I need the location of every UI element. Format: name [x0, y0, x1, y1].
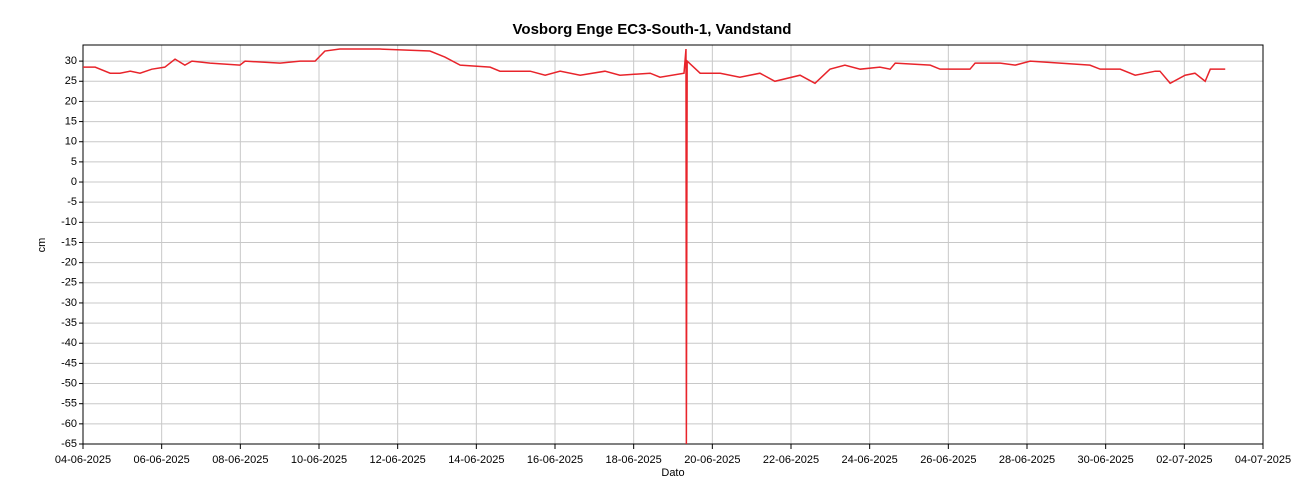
x-tick-label: 26-06-2025: [920, 454, 976, 466]
y-tick-label: -45: [61, 357, 77, 369]
chart-title: Vosborg Enge EC3-South-1, Vandstand: [513, 21, 792, 38]
x-tick-label: 28-06-2025: [999, 454, 1055, 466]
y-tick-label: -65: [61, 438, 77, 450]
x-tick-label: 30-06-2025: [1078, 454, 1134, 466]
x-tick-label: 18-06-2025: [606, 454, 662, 466]
y-tick-label: 30: [65, 55, 77, 67]
y-tick-label: -20: [61, 257, 77, 269]
x-tick-label: 02-07-2025: [1156, 454, 1212, 466]
x-tick-label: 14-06-2025: [448, 454, 504, 466]
y-tick-label: -10: [61, 216, 77, 228]
data-line: [83, 48, 1226, 445]
y-tick-label: 25: [65, 75, 77, 87]
x-tick-label: 10-06-2025: [291, 454, 347, 466]
y-tick-label: -35: [61, 317, 77, 329]
x-axis-label: Dato: [661, 467, 684, 479]
y-tick-label: -50: [61, 377, 77, 389]
y-tick-label: 5: [71, 156, 77, 168]
y-tick-label: 15: [65, 115, 77, 127]
plot-frame: [82, 44, 1264, 445]
y-tick-label: 0: [71, 176, 77, 188]
y-tick-label: 20: [65, 95, 77, 107]
y-tick-label: -15: [61, 236, 77, 248]
y-axis-label: cm: [36, 238, 48, 253]
x-tick-label: 08-06-2025: [212, 454, 268, 466]
y-tick-label: -30: [61, 297, 77, 309]
y-tick-label: 10: [65, 136, 77, 148]
x-tick-label: 16-06-2025: [527, 454, 583, 466]
y-tick-label: -25: [61, 277, 77, 289]
x-tick-label: 24-06-2025: [842, 454, 898, 466]
y-tick-label: -40: [61, 337, 77, 349]
y-tick-label: -5: [67, 196, 77, 208]
x-tick-label: 04-07-2025: [1235, 454, 1291, 466]
x-tick-label: 04-06-2025: [55, 454, 111, 466]
x-tick-label: 06-06-2025: [134, 454, 190, 466]
x-tick-label: 20-06-2025: [684, 454, 740, 466]
y-tick-label: -60: [61, 418, 77, 430]
y-tick-label: -55: [61, 398, 77, 410]
x-tick-label: 12-06-2025: [370, 454, 426, 466]
x-tick-label: 22-06-2025: [763, 454, 819, 466]
